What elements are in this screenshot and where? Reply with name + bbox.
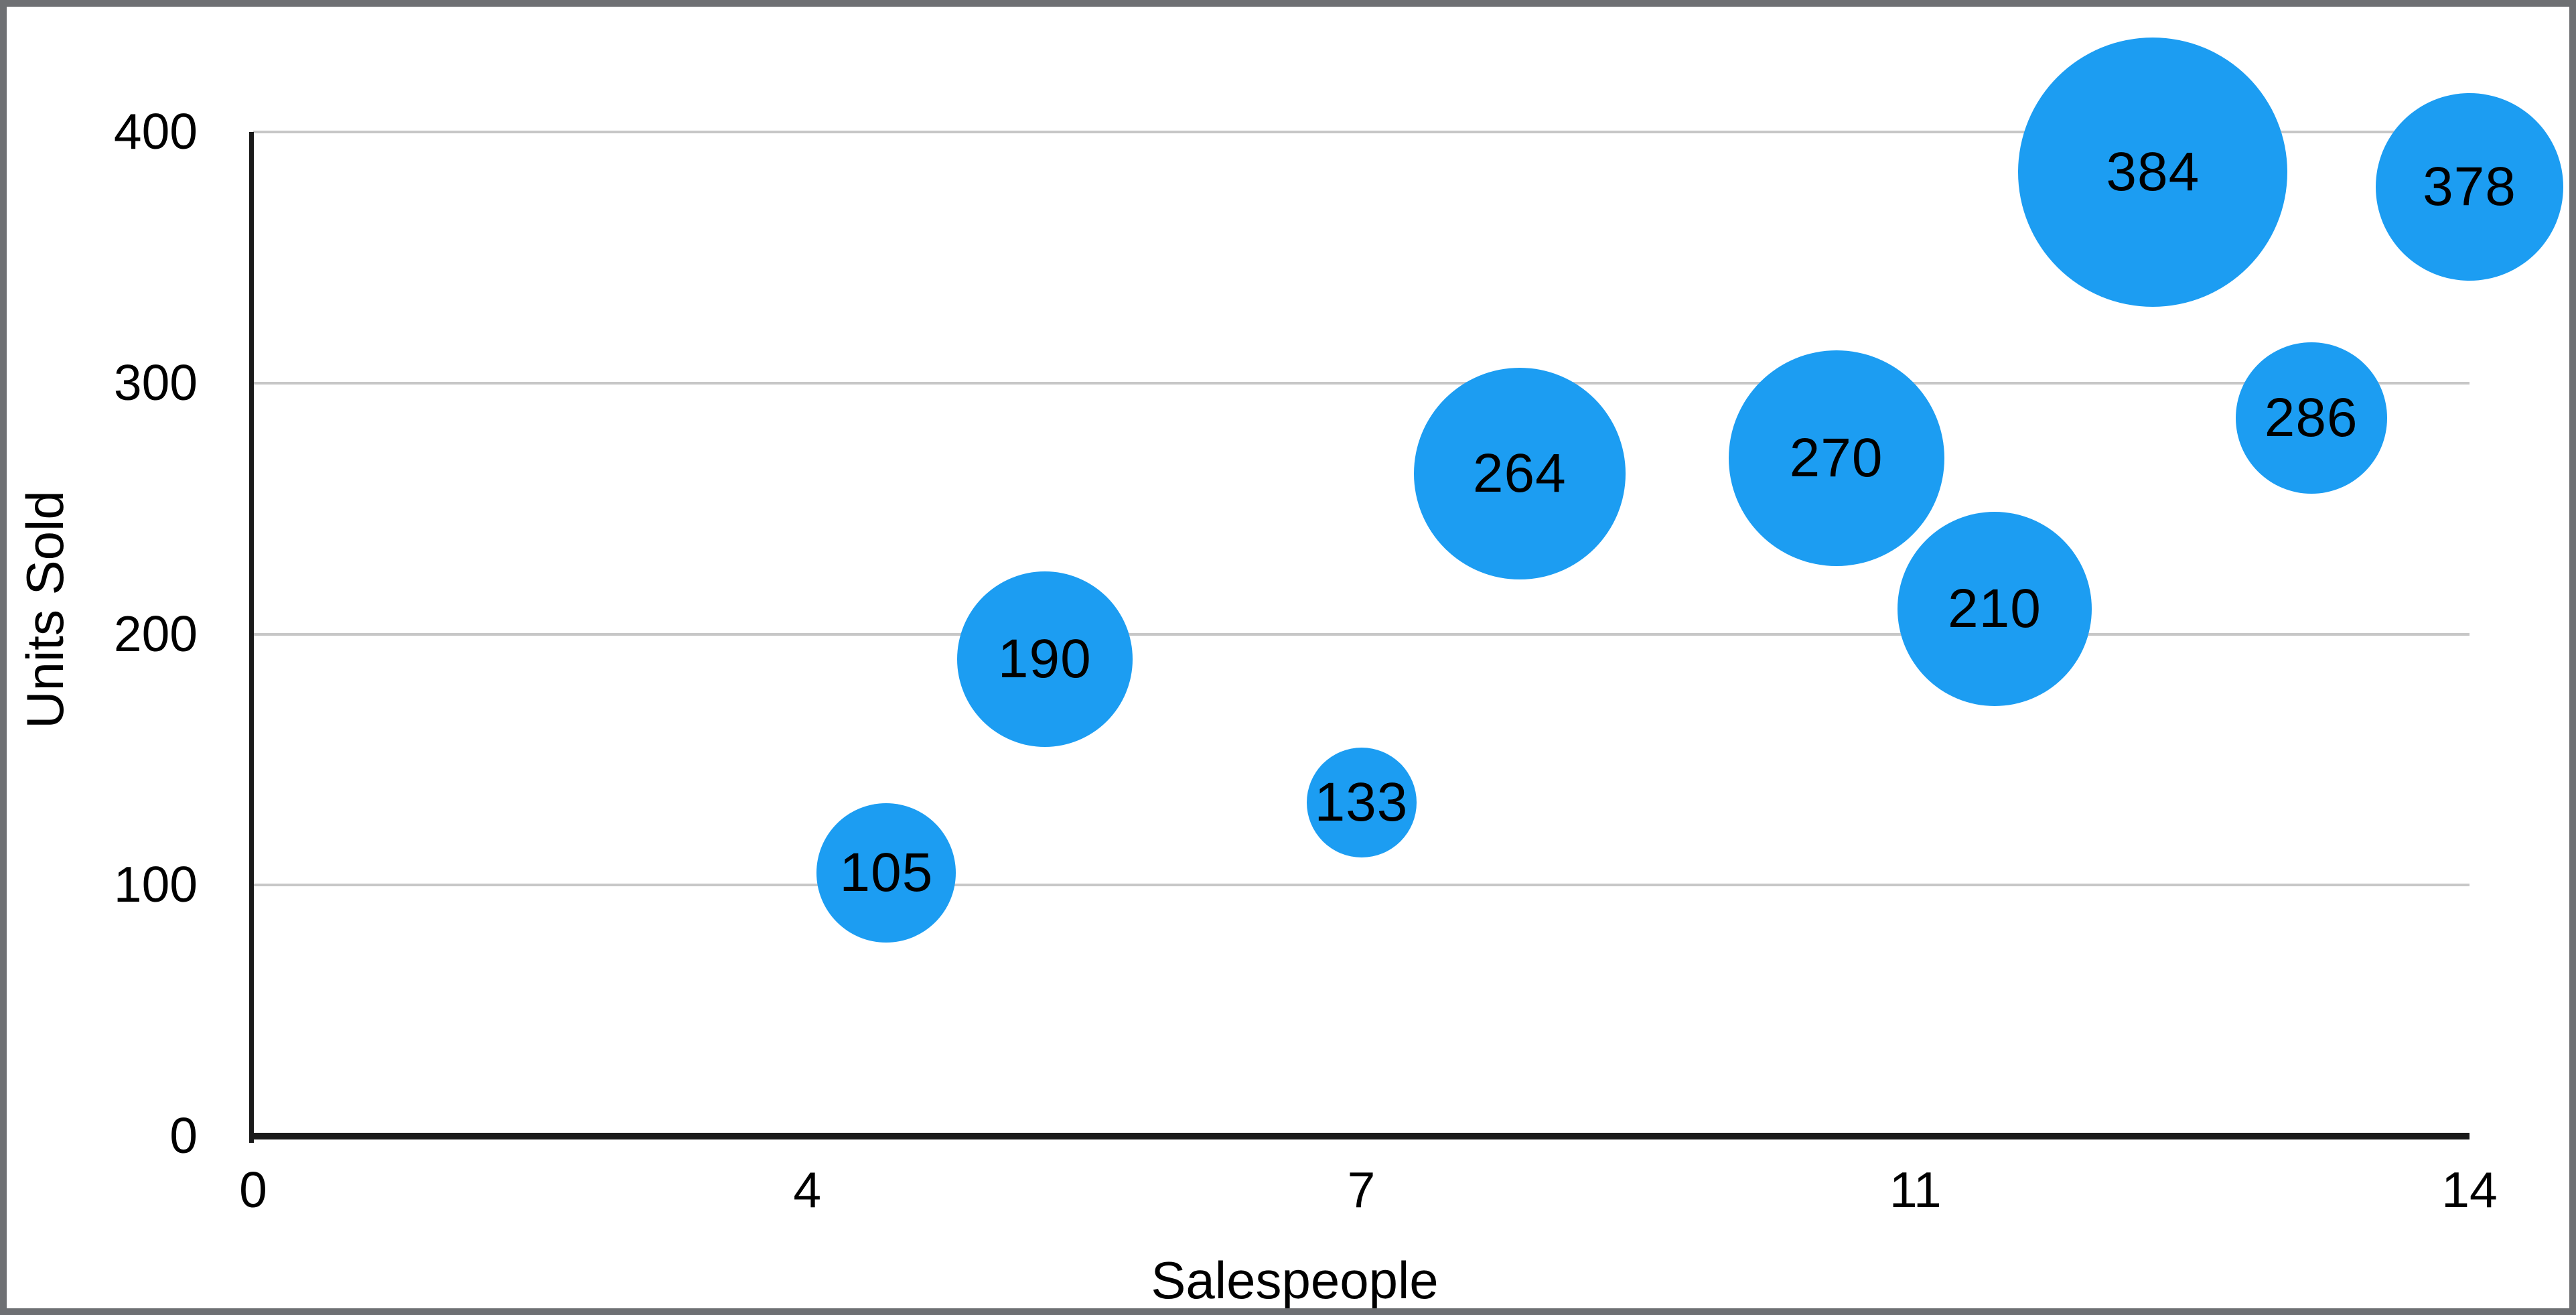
x-tick-label-7: 7 (1347, 1162, 1376, 1218)
x-tick-label-14: 14 (2441, 1162, 2498, 1218)
bubble-value-label: 210 (1948, 578, 2042, 640)
gridline-y-100 (253, 884, 2470, 887)
bubble-270[interactable]: 270 (1728, 350, 1944, 567)
bubble-190[interactable]: 190 (956, 571, 1133, 747)
y-axis-title: Units Sold (15, 490, 74, 729)
x-axis-title: Salespeople (1151, 1251, 1439, 1310)
x-tick-label-0: 0 (239, 1162, 267, 1218)
gridline-y-300 (253, 381, 2470, 385)
y-tick-label-200: 200 (113, 605, 198, 662)
bubble-value-label: 133 (1314, 771, 1409, 833)
bubble-210[interactable]: 210 (1897, 512, 2092, 707)
gridline-y-400 (253, 131, 2470, 133)
bubble-378[interactable]: 378 (2376, 93, 2563, 281)
gridline-y-200 (253, 632, 2470, 636)
y-tick-label-300: 300 (113, 354, 198, 411)
bubble-286[interactable]: 286 (2235, 342, 2387, 494)
y-tick-label-100: 100 (113, 856, 198, 913)
bubble-384[interactable]: 384 (2018, 37, 2288, 307)
bubble-value-label: 270 (1789, 427, 1883, 489)
bubble-133[interactable]: 133 (1306, 747, 1417, 857)
bubble-value-label: 384 (2106, 141, 2200, 202)
y-tick-label-400: 400 (113, 103, 198, 159)
y-axis-line (249, 132, 254, 1143)
y-tick-label-0: 0 (169, 1107, 198, 1164)
bubble-105[interactable]: 105 (816, 803, 956, 943)
bubble-value-label: 105 (839, 841, 934, 903)
bubble-value-label: 378 (2423, 156, 2516, 218)
x-axis-line (249, 1133, 2470, 1139)
bubble-value-label: 286 (2264, 387, 2358, 449)
x-tick-label-11: 11 (1889, 1162, 1942, 1218)
plot-area: 0 100 200 300 400 0 4 7 11 14 105 190 133 264 270 210 38… (7, 7, 2569, 1308)
bubble-value-label: 264 (1472, 442, 1567, 504)
bubble-264[interactable]: 264 (1413, 367, 1626, 579)
bubble-value-label: 190 (997, 628, 1092, 689)
x-tick-label-4: 4 (793, 1162, 822, 1218)
